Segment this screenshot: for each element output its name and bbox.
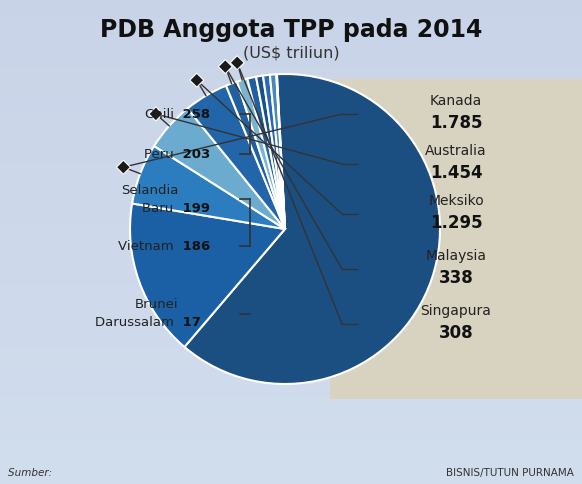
Text: 1.295: 1.295 <box>430 213 482 231</box>
Text: 1.785: 1.785 <box>430 114 482 132</box>
Polygon shape <box>190 74 204 88</box>
Text: (US$ triliun): (US$ triliun) <box>243 45 339 60</box>
Text: Chili: Chili <box>145 108 178 121</box>
Wedge shape <box>256 76 285 229</box>
Wedge shape <box>226 82 285 229</box>
Text: PDB Anggota TPP pada 2014: PDB Anggota TPP pada 2014 <box>100 18 482 42</box>
Polygon shape <box>116 161 130 175</box>
Wedge shape <box>130 204 285 347</box>
Text: Australia: Australia <box>425 144 487 158</box>
Text: Brunei: Brunei <box>134 298 178 311</box>
Wedge shape <box>184 75 440 384</box>
Text: 308: 308 <box>439 323 473 341</box>
Polygon shape <box>149 107 163 121</box>
Wedge shape <box>187 87 285 229</box>
Text: 17: 17 <box>178 316 201 329</box>
Wedge shape <box>132 147 285 229</box>
Wedge shape <box>154 109 285 229</box>
Wedge shape <box>276 75 285 229</box>
Text: BISNIS/TUTUN PURNAMA: BISNIS/TUTUN PURNAMA <box>446 467 574 477</box>
Text: Selandia: Selandia <box>120 183 178 196</box>
Text: 338: 338 <box>439 269 473 287</box>
Text: 199: 199 <box>178 201 210 214</box>
Text: Sumber:: Sumber: <box>8 467 55 477</box>
Polygon shape <box>218 60 232 75</box>
Wedge shape <box>247 77 285 229</box>
Text: Kanada: Kanada <box>430 94 482 108</box>
Text: Darussalam: Darussalam <box>95 316 178 329</box>
Wedge shape <box>237 79 285 229</box>
Text: 258: 258 <box>178 108 210 121</box>
Text: Peru: Peru <box>144 148 178 161</box>
Text: 203: 203 <box>178 148 210 161</box>
Text: Singapura: Singapura <box>421 303 491 318</box>
Polygon shape <box>230 57 244 71</box>
Text: Meksiko: Meksiko <box>428 194 484 208</box>
Text: 186: 186 <box>178 240 210 253</box>
Text: Vietnam: Vietnam <box>118 240 178 253</box>
Text: 1.454: 1.454 <box>430 164 482 182</box>
FancyBboxPatch shape <box>330 80 582 399</box>
Wedge shape <box>270 75 285 229</box>
Wedge shape <box>263 76 285 229</box>
Text: Malaysia: Malaysia <box>425 248 487 262</box>
Text: Baru: Baru <box>143 201 178 214</box>
